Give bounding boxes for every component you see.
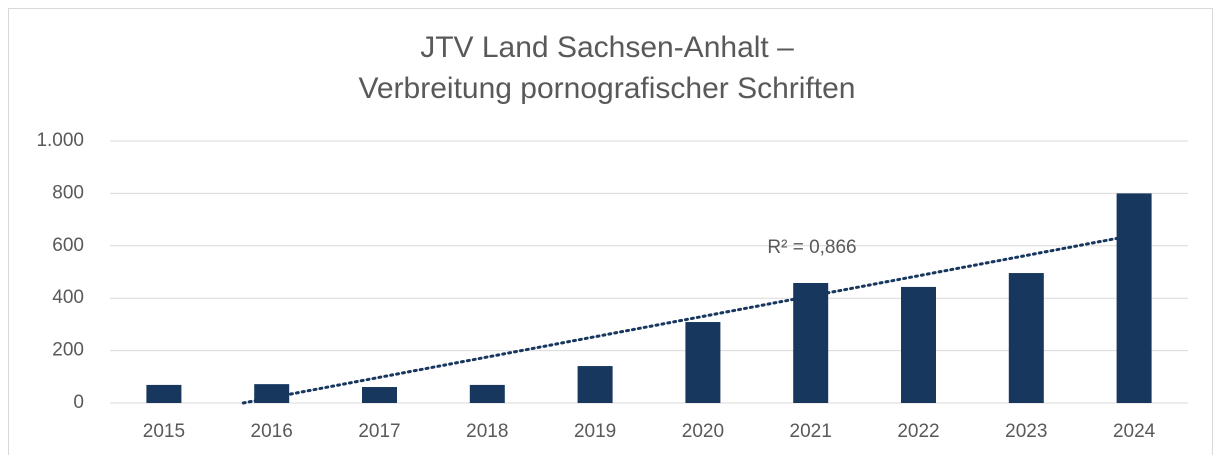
bar bbox=[362, 387, 397, 403]
trendline bbox=[241, 233, 1136, 405]
bar bbox=[793, 283, 829, 403]
x-tick-label: 2020 bbox=[682, 421, 724, 442]
bar bbox=[1116, 193, 1152, 403]
bar bbox=[901, 286, 936, 403]
bar bbox=[577, 366, 613, 403]
bar bbox=[1008, 273, 1044, 403]
chart-title: Verbreitung pornografischer Schriften bbox=[359, 72, 856, 105]
y-tick-label: 800 bbox=[52, 182, 84, 203]
y-tick-label: 600 bbox=[52, 235, 84, 256]
y-tick-label: 0 bbox=[73, 392, 84, 413]
x-tick-label: 2021 bbox=[790, 421, 832, 442]
x-tick-label: 2015 bbox=[143, 421, 185, 442]
chart-frame bbox=[8, 8, 1213, 455]
x-tick-label: 2019 bbox=[574, 421, 616, 442]
chart-title: JTV Land Sachsen-Anhalt – bbox=[420, 31, 794, 64]
trendline-annotation: R² = 0,866 bbox=[767, 237, 856, 258]
bar bbox=[685, 322, 721, 403]
x-tick-label: 2017 bbox=[358, 421, 400, 442]
y-tick-label: 200 bbox=[52, 340, 84, 361]
bar bbox=[254, 384, 290, 403]
bar bbox=[469, 384, 505, 403]
x-tick-label: 2022 bbox=[897, 421, 939, 442]
x-tick-label: 2016 bbox=[251, 421, 293, 442]
y-tick-label: 1.000 bbox=[36, 130, 84, 151]
x-tick-label: 2023 bbox=[1005, 421, 1047, 442]
bar bbox=[146, 384, 182, 403]
x-tick-label: 2018 bbox=[466, 421, 508, 442]
x-tick-label: 2024 bbox=[1113, 421, 1156, 442]
y-tick-label: 400 bbox=[52, 287, 84, 308]
